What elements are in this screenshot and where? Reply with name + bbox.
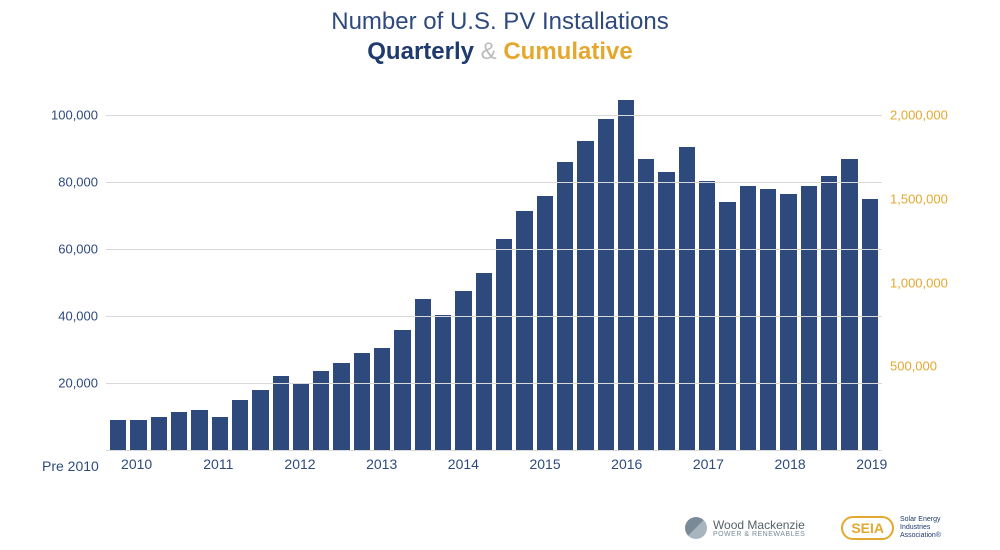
y-left-tick-label: 80,000 [36,175,98,190]
gridline [106,182,882,183]
chart-subtitle: Quarterly & Cumulative [0,38,1000,66]
bar [821,176,837,450]
seia-logo: SEIA Solar Energy Industries Association… [841,516,970,540]
bar [476,273,492,450]
seia-badge: SEIA [841,516,894,540]
y-left-tick-label: 60,000 [36,242,98,257]
bar [455,291,471,450]
bar [760,189,776,450]
bar [151,417,167,450]
bar [293,383,309,450]
bar [618,100,634,450]
bar [333,363,349,450]
plot-region: 20,00040,00060,00080,000100,000500,0001,… [106,82,882,450]
bar [638,159,654,450]
bar [577,141,593,450]
y-right-tick-label: 500,000 [890,359,964,374]
bar [110,420,126,450]
y-left-tick-label: 100,000 [36,108,98,123]
bars-container [106,82,882,450]
bar [374,348,390,450]
bar [212,417,228,450]
wm-sub: POWER & RENEWABLES [713,531,805,538]
x-year-label: 2019 [856,456,887,472]
x-year-label: 2018 [775,456,806,472]
y-left-tick-label: 40,000 [36,309,98,324]
y-left-tick-label: 20,000 [36,376,98,391]
footer-logos: Wood Mackenzie POWER & RENEWABLES SEIA S… [685,516,970,540]
bar [130,420,146,450]
bar [232,400,248,450]
bar [394,330,410,450]
bar [679,147,695,450]
bar [273,376,289,450]
wood-mackenzie-text: Wood Mackenzie POWER & RENEWABLES [713,519,805,538]
x-year-label: 2014 [448,456,479,472]
chart-area: Pre 2010 20,00040,00060,00080,000100,000… [28,82,972,478]
subtitle-ampersand: & [481,38,497,65]
wood-mackenzie-icon [685,517,707,539]
bar [354,353,370,450]
x-axis: 2010201120122013201420152016201720182019 [106,450,882,478]
bar [171,412,187,450]
bar [537,196,553,450]
bar [862,199,878,450]
y-right-tick-label: 1,000,000 [890,275,964,290]
bar [252,390,268,450]
x-year-label: 2013 [366,456,397,472]
x-year-label: 2015 [529,456,560,472]
bar [516,211,532,450]
x-year-label: 2017 [693,456,724,472]
bar [780,194,796,450]
y-right-tick-label: 2,000,000 [890,108,964,123]
bar [719,202,735,450]
bar [658,172,674,450]
y-right-tick-label: 1,500,000 [890,192,964,207]
bar [740,186,756,450]
gridline [106,316,882,317]
x-pre-label: Pre 2010 [42,458,99,474]
seia-sub: Solar Energy Industries Association® [900,516,970,539]
subtitle-quarterly: Quarterly [367,38,474,65]
bar [496,239,512,450]
gridline [106,249,882,250]
x-year-label: 2011 [203,456,233,472]
bar [557,162,573,450]
bar [598,119,614,450]
x-year-label: 2010 [121,456,152,472]
x-year-label: 2012 [284,456,315,472]
x-year-label: 2016 [611,456,642,472]
gridline [106,115,882,116]
chart-title: Number of U.S. PV Installations [0,8,1000,36]
wm-name: Wood Mackenzie [713,519,805,531]
bar [415,299,431,450]
bar [191,410,207,450]
gridline [106,383,882,384]
wood-mackenzie-logo: Wood Mackenzie POWER & RENEWABLES [685,517,805,539]
subtitle-cumulative: Cumulative [503,38,632,65]
bar [841,159,857,450]
chart-title-block: Number of U.S. PV Installations Quarterl… [0,0,1000,66]
bar [801,186,817,450]
